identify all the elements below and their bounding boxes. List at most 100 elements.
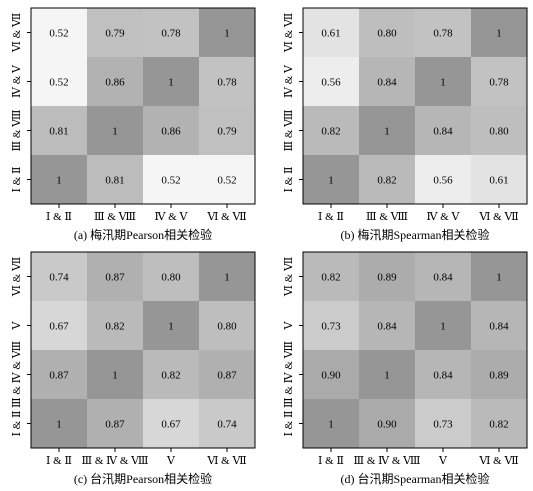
heatmap-cell [471,155,527,204]
cell-value-label: 0.52 [217,175,236,187]
heatmap-cell [415,252,471,301]
cell-value-label: 0.81 [49,126,68,138]
x-tick-label: Ⅳ & Ⅴ [155,211,189,223]
cell-value-label: 0.87 [217,370,237,382]
cell-value-label: 0.80 [489,126,509,138]
cell-value-label: 1 [384,370,390,382]
heatmap-cell [359,106,415,155]
heatmap-cell [199,8,255,57]
heatmap-cell [199,399,255,448]
x-tick-label: Ⅴ [438,455,448,467]
cell-value-label: 0.67 [161,419,181,431]
heatmap-frame [30,7,256,205]
x-tick-label: Ⅲ & Ⅳ & Ⅷ [353,455,420,467]
y-tick-label: Ⅰ & Ⅱ [11,167,23,193]
heatmap-cell [471,106,527,155]
cell-value-label: 0.78 [433,28,453,40]
cell-value-label: 0.82 [489,419,508,431]
cell-value-label: 0.80 [377,28,397,40]
cell-value-label: 1 [440,77,446,89]
cell-value-label: 1 [496,28,502,40]
heatmap-cell [471,399,527,448]
panel-caption: (d) 台汛期Spearman相关检验 [341,471,490,486]
heatmap-cell [199,155,255,204]
cell-value-label: 0.84 [433,370,453,382]
cell-value-label: 1 [112,370,118,382]
cell-value-label: 1 [56,175,62,187]
x-tick-label: Ⅳ & Ⅴ [427,211,461,223]
heatmap-frame [302,251,528,449]
heatmap-cell [303,350,359,399]
y-tick-label: Ⅵ & Ⅶ [283,13,295,53]
y-tick-label: Ⅵ & Ⅶ [11,257,23,297]
heatmap-panel-3: 0.74 0.87 0.80 1 0.67 0.82 1 0.80 0.87 1 0.82 0.87 1… [11,251,256,486]
cell-value-label: 0.86 [161,126,181,138]
y-tick-label: Ⅰ & Ⅱ [11,411,23,437]
cell-value-label: 0.79 [105,28,125,40]
heatmap-cell [471,350,527,399]
heatmap-cell [199,106,255,155]
cell-value-label: 1 [328,419,334,431]
cell-value-label: 1 [56,419,62,431]
cell-value-label: 0.82 [105,321,124,333]
heatmap-cell [471,301,527,350]
heatmap-cell [143,155,199,204]
cell-value-label: 0.86 [105,77,125,89]
heatmap-cell [359,301,415,350]
heatmap-cell [199,350,255,399]
cell-value-label: 0.84 [377,321,397,333]
heatmap-cell [31,350,87,399]
y-tick-label: Ⅵ & Ⅶ [283,257,295,297]
heatmap-cell [87,106,143,155]
panel-caption: (a) 梅汛期Pearson相关检验 [74,227,212,242]
heatmap-cell [199,57,255,106]
heatmap-cell [359,8,415,57]
x-tick-label: Ⅲ & Ⅳ & Ⅷ [81,455,148,467]
cell-value-label: 0.81 [105,175,124,187]
x-tick-label: Ⅰ & Ⅱ [318,455,344,467]
heatmap-cell [359,57,415,106]
cell-value-label: 0.82 [321,272,340,284]
cell-value-label: 0.78 [489,77,509,89]
y-tick-label: Ⅰ & Ⅱ [283,167,295,193]
cell-value-label: 1 [168,321,174,333]
cell-value-label: 0.87 [105,272,125,284]
x-tick-label: Ⅴ [166,455,176,467]
cell-value-label: 0.79 [217,126,237,138]
heatmap-cell [303,155,359,204]
heatmap-cell [87,350,143,399]
heatmap-cell [31,155,87,204]
heatmap-cell [143,350,199,399]
heatmap-cell [415,8,471,57]
x-tick-label: Ⅲ & Ⅷ [94,211,136,223]
y-tick-label: Ⅲ & Ⅷ [283,110,295,152]
cell-value-label: 1 [224,272,230,284]
cell-value-label: 0.87 [49,370,69,382]
x-tick-label: Ⅰ & Ⅱ [318,211,344,223]
heatmap-cell [471,8,527,57]
heatmap-cell [143,252,199,301]
y-tick-label: Ⅰ & Ⅱ [283,411,295,437]
heatmap-cell [359,252,415,301]
heatmap-cell [303,106,359,155]
heatmap-panel-4: 0.82 0.89 0.84 1 0.73 0.84 1 0.84 0.90 1 0.84 0.89 1… [283,251,528,486]
x-tick-label: Ⅵ & Ⅶ [206,211,246,223]
heatmap-cell [303,8,359,57]
y-tick-label: Ⅲ & Ⅳ & Ⅷ [283,341,295,408]
cell-value-label: 1 [168,77,174,89]
cell-value-label: 0.84 [433,272,453,284]
y-tick-label: Ⅴ [283,320,295,330]
heatmap-cell [359,399,415,448]
cell-value-label: 0.84 [377,77,397,89]
cell-value-label: 0.78 [217,77,237,89]
heatmap-frame [302,7,528,205]
heatmap-cell [303,252,359,301]
cell-value-label: 0.82 [161,370,180,382]
heatmap-cell [87,252,143,301]
heatmap-cell [87,399,143,448]
heatmap-cell [31,8,87,57]
heatmap-cell [31,106,87,155]
x-tick-label: Ⅰ & Ⅱ [46,211,72,223]
cell-value-label: 1 [112,126,118,138]
